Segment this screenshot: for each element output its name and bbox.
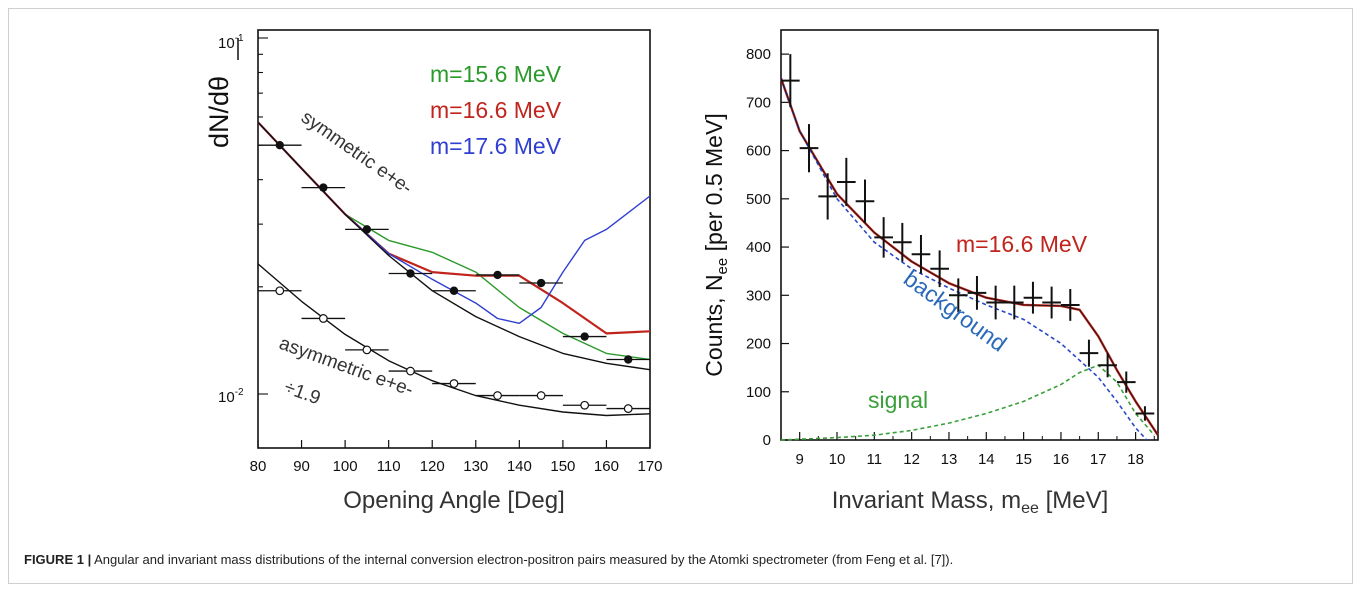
left-point-filled xyxy=(275,140,284,150)
left-curve-symmetric-baseline xyxy=(257,121,651,371)
left-point-filled xyxy=(493,270,502,280)
right-x-tick-label: 11 xyxy=(867,451,883,468)
left-point-open xyxy=(493,391,502,400)
left-x-tick-label: 150 xyxy=(550,458,575,475)
left-point-filled xyxy=(624,355,633,364)
left-x-tick-label: 160 xyxy=(594,458,619,475)
left-x-axis-label: Opening Angle [Deg] xyxy=(343,487,565,514)
right-y-tick-label: 200 xyxy=(746,336,771,353)
right-x-tick-label: 18 xyxy=(1127,451,1144,468)
right-x-tick-label: 15 xyxy=(1015,451,1032,468)
right-y-tick-label: 100 xyxy=(746,384,771,401)
right-x-tick-label: 16 xyxy=(1053,451,1070,468)
left-point-filled xyxy=(362,225,372,234)
left-point-filled xyxy=(319,183,328,192)
right-y-ticks: 0 100 200 300 400 500 600 700 800 xyxy=(746,46,789,449)
right-curves xyxy=(779,77,1160,441)
right-y-tick-label: 600 xyxy=(746,143,771,160)
left-point-open xyxy=(449,379,459,388)
left-point-open xyxy=(536,391,546,400)
legend-m16-6: m=16.6 MeV xyxy=(430,97,562,123)
right-x-tick-label: 17 xyxy=(1090,451,1107,468)
right-x-label-sub: ee xyxy=(1021,500,1039,517)
right-plot-frame xyxy=(780,29,1159,441)
left-point-open xyxy=(580,400,590,410)
left-plot-frame xyxy=(257,29,651,449)
right-y-tick-label: 700 xyxy=(746,94,771,111)
left-point-open xyxy=(275,286,285,296)
right-y-axis-label: Counts, Nee [per 0.5 MeV] xyxy=(701,113,731,376)
left-y-tick-label-top: 10-1 xyxy=(218,33,244,52)
left-x-tick-label: 100 xyxy=(333,458,358,475)
left-x-tick-label: 110 xyxy=(377,458,401,475)
right-curve-signal xyxy=(780,364,1155,441)
right-y-label-post: [per 0.5 MeV] xyxy=(701,113,727,257)
symmetric-annotation: symmetric e+e- xyxy=(297,107,416,199)
signal-mass-annotation: m=16.6 MeV xyxy=(956,231,1088,257)
caption-text: Angular and invariant mass distributions… xyxy=(94,552,954,567)
right-y-tick-label: 500 xyxy=(746,191,771,208)
left-x-tick-label: 90 xyxy=(293,458,310,475)
left-x-tick-label: 130 xyxy=(463,458,488,475)
figure-frame xyxy=(8,8,1353,584)
right-x-label-pre: Invariant Mass, m xyxy=(832,487,1021,514)
right-y-label-pre: Counts, N xyxy=(701,274,727,376)
right-x-tick-label: 13 xyxy=(941,451,958,468)
divisor-annotation: ÷1.9 xyxy=(281,377,323,409)
right-x-axis-label: Invariant Mass, mee [MeV] xyxy=(832,487,1109,517)
right-y-tick-label: 0 xyxy=(763,432,771,449)
left-point-filled xyxy=(406,269,415,278)
invariant-mass-chart: 9 10 11 12 13 14 15 16 17 18 0 100 200 300 400 500 600 7… xyxy=(701,29,1160,517)
left-point-filled xyxy=(580,332,589,341)
right-y-tick-label: 800 xyxy=(746,46,771,63)
right-x-ticks: 9 10 11 12 13 14 15 16 17 18 xyxy=(795,432,1155,468)
left-point-open xyxy=(362,345,372,355)
left-y-axis-label: dN/dθ xyxy=(204,76,234,148)
left-curves xyxy=(257,121,651,417)
right-x-label-post: [MeV] xyxy=(1039,487,1108,514)
right-x-tick-label: 14 xyxy=(978,451,995,468)
left-point-open xyxy=(318,314,328,323)
left-point-open xyxy=(623,404,633,413)
right-x-tick-label: 10 xyxy=(829,451,846,468)
right-points xyxy=(781,54,1155,421)
left-point-filled xyxy=(536,278,546,288)
left-x-tick-label: 140 xyxy=(507,458,532,475)
right-y-tick-label: 300 xyxy=(746,287,771,304)
right-y-label-sub: ee xyxy=(714,258,731,275)
figure-caption: FIGURE 1 | Angular and invariant mass di… xyxy=(24,552,1344,567)
left-points xyxy=(258,140,650,413)
angular-chart: 80 90 100 110 120 130 140 150 160 170 10-1 10-2 d… xyxy=(204,29,663,514)
right-y-tick-label: 400 xyxy=(746,239,771,256)
left-point-open xyxy=(406,366,415,376)
left-x-ticks: 80 90 100 110 120 130 140 150 160 170 xyxy=(250,440,663,475)
signal-annotation: signal xyxy=(868,387,928,413)
legend-m17-6: m=17.6 MeV xyxy=(430,133,562,159)
right-x-tick-label: 12 xyxy=(903,451,920,468)
left-x-tick-label: 170 xyxy=(637,458,662,475)
right-curve-background xyxy=(780,77,1148,441)
legend-m15-6: m=15.6 MeV xyxy=(430,61,562,87)
left-point-filled xyxy=(449,286,459,295)
caption-label: FIGURE 1 | xyxy=(24,552,92,567)
right-curve-fit-overlay xyxy=(780,78,1159,436)
left-x-tick-label: 120 xyxy=(420,458,445,475)
right-x-tick-label: 9 xyxy=(795,451,803,468)
left-x-tick-label: 80 xyxy=(250,458,267,475)
left-y-tick-label-bottom: 10-2 xyxy=(218,387,244,406)
